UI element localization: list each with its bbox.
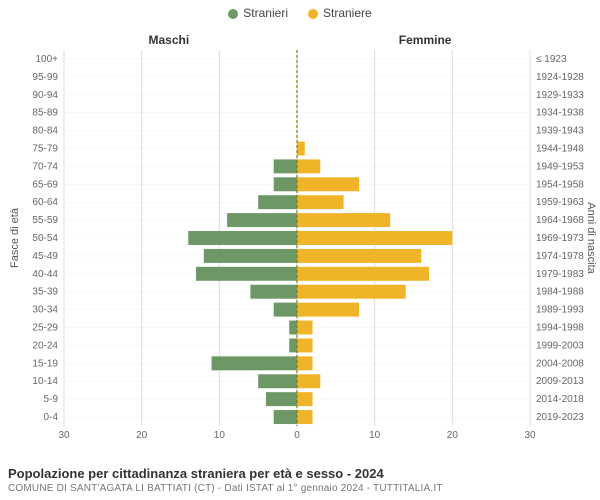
- svg-text:Maschi: Maschi: [149, 33, 190, 47]
- svg-text:100+: 100+: [35, 54, 58, 65]
- svg-text:Fasce di età: Fasce di età: [9, 207, 21, 268]
- legend-label: Straniere: [323, 6, 372, 20]
- caption-sub: COMUNE DI SANT'AGATA LI BATTIATI (CT) - …: [8, 483, 592, 494]
- svg-text:1994-1998: 1994-1998: [536, 323, 584, 334]
- svg-text:1979-1983: 1979-1983: [536, 269, 584, 280]
- svg-text:1944-1948: 1944-1948: [536, 143, 584, 154]
- svg-text:65-69: 65-69: [32, 179, 58, 190]
- svg-text:20: 20: [136, 430, 148, 441]
- svg-text:2014-2018: 2014-2018: [536, 394, 584, 405]
- svg-text:10: 10: [214, 430, 226, 441]
- svg-text:30: 30: [58, 430, 70, 441]
- svg-text:1954-1958: 1954-1958: [536, 179, 584, 190]
- svg-text:Femmine: Femmine: [399, 33, 452, 47]
- svg-text:1989-1993: 1989-1993: [536, 305, 584, 316]
- svg-text:15-19: 15-19: [32, 358, 58, 369]
- svg-text:90-94: 90-94: [32, 90, 58, 101]
- legend-label: Stranieri: [243, 6, 288, 20]
- svg-text:75-79: 75-79: [32, 143, 58, 154]
- legend-swatch: [228, 9, 238, 19]
- legend: Stranieri Straniere: [0, 6, 600, 20]
- svg-text:80-84: 80-84: [32, 126, 58, 137]
- svg-text:1964-1968: 1964-1968: [536, 215, 584, 226]
- svg-text:45-49: 45-49: [32, 251, 58, 262]
- chart-container: Stranieri Straniere Maschi Femmine 0 10 10 20 2…: [0, 0, 600, 500]
- svg-text:0-4: 0-4: [44, 412, 59, 423]
- svg-text:1999-2003: 1999-2003: [536, 340, 584, 351]
- svg-text:2019-2023: 2019-2023: [536, 412, 584, 423]
- svg-text:2009-2013: 2009-2013: [536, 376, 584, 387]
- svg-text:2004-2008: 2004-2008: [536, 358, 584, 369]
- svg-text:30: 30: [524, 430, 536, 441]
- svg-text:55-59: 55-59: [32, 215, 58, 226]
- svg-text:10: 10: [369, 430, 381, 441]
- svg-text:5-9: 5-9: [44, 394, 59, 405]
- svg-text:70-74: 70-74: [32, 161, 58, 172]
- svg-text:1934-1938: 1934-1938: [536, 108, 584, 119]
- svg-text:1984-1988: 1984-1988: [536, 287, 584, 298]
- svg-text:95-99: 95-99: [32, 72, 58, 83]
- pyramid-chart: Maschi Femmine 0 10 10 20 20 30 30 0-4 2019-2023 5-…: [0, 28, 600, 458]
- caption: Popolazione per cittadinanza straniera p…: [8, 466, 592, 494]
- svg-text:1929-1933: 1929-1933: [536, 90, 584, 101]
- svg-text:0: 0: [294, 430, 300, 441]
- svg-text:20: 20: [447, 430, 459, 441]
- svg-text:1974-1978: 1974-1978: [536, 251, 584, 262]
- svg-text:85-89: 85-89: [32, 108, 58, 119]
- svg-text:60-64: 60-64: [32, 197, 58, 208]
- svg-text:20-24: 20-24: [32, 340, 58, 351]
- legend-item: Stranieri: [228, 6, 288, 20]
- svg-text:Anni di nascita: Anni di nascita: [585, 202, 597, 274]
- svg-text:1949-1953: 1949-1953: [536, 161, 584, 172]
- svg-text:1939-1943: 1939-1943: [536, 126, 584, 137]
- svg-text:50-54: 50-54: [32, 233, 58, 244]
- legend-item: Straniere: [308, 6, 372, 20]
- svg-text:10-14: 10-14: [32, 376, 58, 387]
- svg-text:30-34: 30-34: [32, 305, 58, 316]
- svg-text:1969-1973: 1969-1973: [536, 233, 584, 244]
- svg-text:≤ 1923: ≤ 1923: [536, 54, 567, 65]
- svg-text:1959-1963: 1959-1963: [536, 197, 584, 208]
- legend-swatch: [308, 9, 318, 19]
- caption-title: Popolazione per cittadinanza straniera p…: [8, 466, 592, 481]
- svg-text:1924-1928: 1924-1928: [536, 72, 584, 83]
- svg-text:25-29: 25-29: [32, 323, 58, 334]
- svg-text:35-39: 35-39: [32, 287, 58, 298]
- svg-text:40-44: 40-44: [32, 269, 58, 280]
